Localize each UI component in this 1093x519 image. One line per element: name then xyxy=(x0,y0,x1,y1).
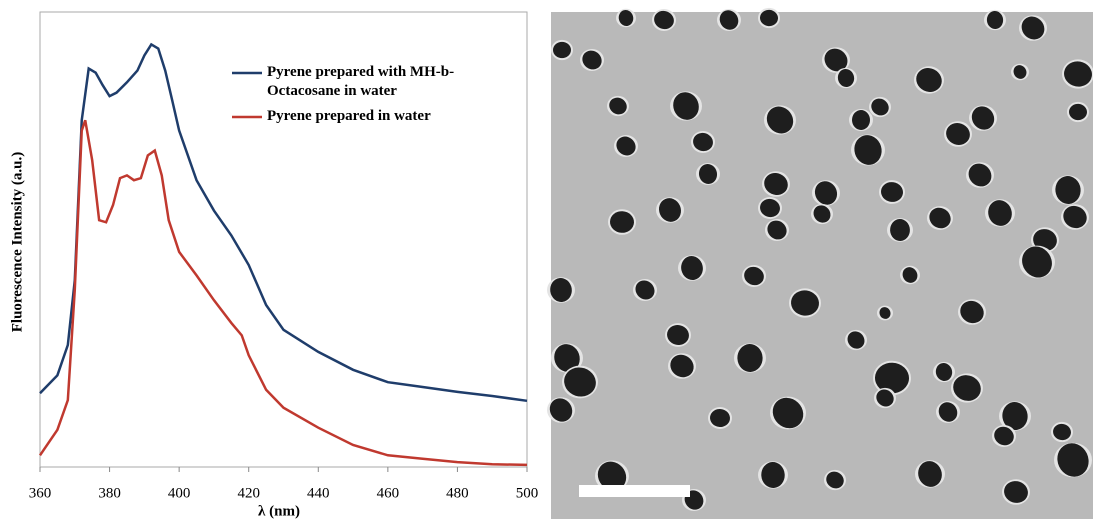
particle xyxy=(610,211,634,233)
tem-image xyxy=(547,7,1093,519)
particle xyxy=(876,389,894,407)
particle xyxy=(654,10,674,30)
particle xyxy=(851,110,871,130)
particle xyxy=(875,362,909,394)
particle xyxy=(609,97,627,115)
y-axis-title: Fluorescence Intensity (a.u.) xyxy=(9,152,25,333)
plot-frame xyxy=(39,11,528,468)
x-tick-label: 420 xyxy=(237,485,260,501)
particle xyxy=(918,461,942,487)
particle xyxy=(549,398,573,422)
particle xyxy=(760,9,778,27)
particle xyxy=(1055,176,1081,204)
particle xyxy=(744,266,764,286)
particle xyxy=(553,41,571,59)
particle xyxy=(902,267,918,283)
particle xyxy=(673,92,699,120)
particle xyxy=(881,182,903,202)
particle xyxy=(791,290,819,316)
particle xyxy=(616,136,636,156)
particle xyxy=(1033,229,1057,251)
x-tick-label: 380 xyxy=(98,485,121,501)
particle xyxy=(994,426,1014,446)
particle xyxy=(847,331,865,349)
series-line xyxy=(39,42,528,403)
x-tick-label: 400 xyxy=(168,485,191,501)
particle xyxy=(761,462,785,488)
particle xyxy=(1057,443,1089,477)
legend-label: Pyrene prepared in water xyxy=(267,108,431,124)
particle xyxy=(737,344,763,372)
x-tick-label: 500 xyxy=(516,485,539,501)
particle xyxy=(971,106,995,130)
particle xyxy=(929,207,951,229)
particle xyxy=(871,98,889,116)
particle xyxy=(1063,205,1087,229)
particle xyxy=(766,106,794,134)
particle xyxy=(960,300,984,324)
particle xyxy=(1013,65,1027,79)
x-tick-label: 360 xyxy=(29,485,52,501)
particle xyxy=(550,278,572,302)
particle xyxy=(953,375,981,401)
particle xyxy=(582,50,602,70)
particle xyxy=(986,11,1004,29)
particle xyxy=(854,135,882,165)
particle xyxy=(1064,61,1092,87)
particle xyxy=(1022,246,1052,278)
x-tick-label: 480 xyxy=(446,485,469,501)
particle xyxy=(618,10,634,26)
particle xyxy=(824,48,848,72)
particle xyxy=(764,172,788,196)
particle xyxy=(890,219,910,241)
particle xyxy=(554,344,580,372)
particle xyxy=(1004,481,1028,503)
particle xyxy=(693,132,713,152)
particle xyxy=(968,163,992,187)
x-axis-title: λ (nm) xyxy=(258,503,300,519)
particle xyxy=(719,10,739,30)
particle xyxy=(946,123,970,145)
particle xyxy=(1002,402,1028,430)
particle xyxy=(670,354,694,378)
x-tick-label: 440 xyxy=(307,485,330,501)
scale-bar xyxy=(579,485,690,497)
particle xyxy=(564,367,596,397)
particle xyxy=(710,408,730,428)
particle xyxy=(635,280,655,300)
series-line xyxy=(38,119,528,467)
particle xyxy=(659,198,681,222)
x-tick-label: 460 xyxy=(377,485,400,501)
particle xyxy=(681,256,703,280)
particle xyxy=(814,181,838,205)
particle xyxy=(916,68,942,92)
particle xyxy=(879,307,891,319)
particle xyxy=(772,397,804,429)
particle xyxy=(826,471,844,489)
particle xyxy=(667,325,689,345)
particle xyxy=(837,69,855,87)
particle xyxy=(597,461,627,491)
particle xyxy=(935,363,953,381)
particle xyxy=(1021,16,1045,40)
particle xyxy=(760,198,780,218)
particle xyxy=(988,200,1012,226)
particle xyxy=(1053,423,1071,441)
legend-label: Pyrene prepared with MH-b-Octacosane in … xyxy=(267,64,455,99)
particle xyxy=(1069,103,1087,121)
particle xyxy=(698,164,718,184)
particle xyxy=(938,402,958,422)
particle xyxy=(813,205,831,223)
particle xyxy=(767,220,787,240)
